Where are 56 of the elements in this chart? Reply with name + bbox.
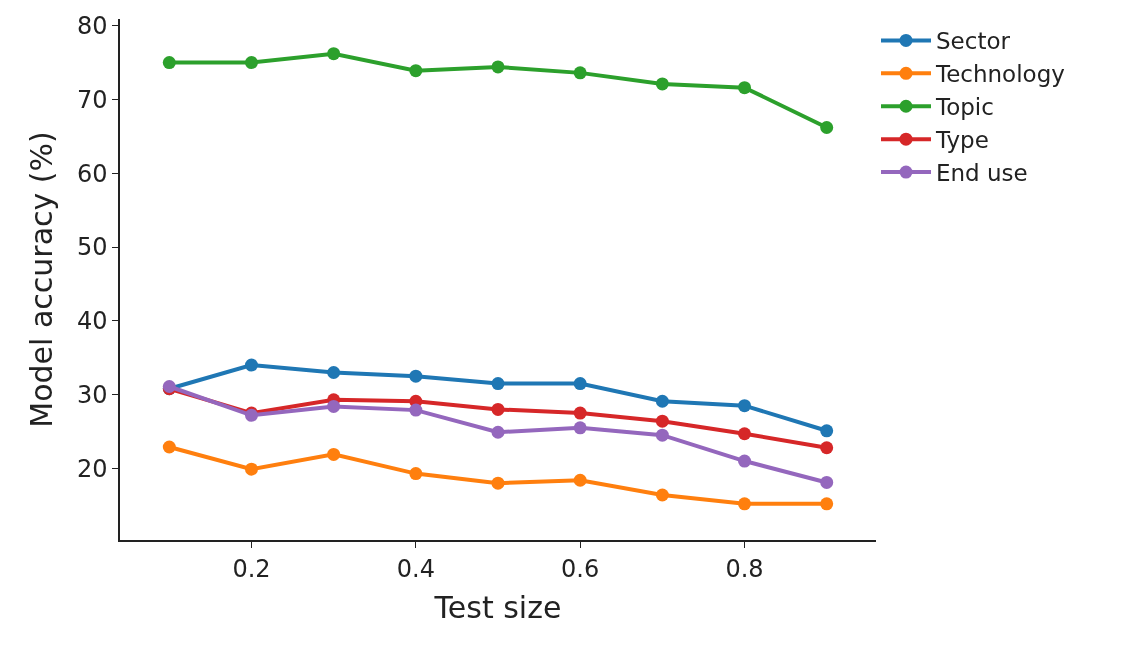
y-tick-label: 50 xyxy=(76,233,108,262)
point xyxy=(655,488,669,502)
legend-label: End use xyxy=(936,160,1028,187)
point xyxy=(491,60,505,74)
legend-label: Technology xyxy=(935,61,1065,88)
point xyxy=(738,81,752,95)
y-tick-label: 70 xyxy=(76,85,108,114)
point xyxy=(655,428,669,442)
point xyxy=(573,406,587,420)
point xyxy=(655,414,669,428)
point xyxy=(820,497,834,511)
point xyxy=(244,56,258,70)
point xyxy=(738,454,752,468)
point xyxy=(409,467,423,481)
point xyxy=(162,440,176,454)
point xyxy=(738,427,752,441)
y-tick-label: 30 xyxy=(76,381,108,410)
point xyxy=(573,66,587,80)
point xyxy=(162,56,176,70)
y-tick-label: 60 xyxy=(76,159,108,188)
y-tick-label: 40 xyxy=(76,307,108,336)
point xyxy=(820,441,834,455)
point xyxy=(409,64,423,78)
legend-label: Sector xyxy=(936,28,1011,55)
point xyxy=(327,365,341,379)
point xyxy=(820,424,834,438)
point xyxy=(244,358,258,372)
point xyxy=(655,77,669,91)
point xyxy=(573,473,587,487)
point xyxy=(655,394,669,408)
point xyxy=(327,47,341,61)
x-tick-label: 0.4 xyxy=(396,554,435,583)
point xyxy=(409,403,423,417)
point xyxy=(409,369,423,383)
point xyxy=(327,399,341,413)
x-tick-label: 0.2 xyxy=(232,554,271,583)
point xyxy=(820,120,834,134)
y-tick-label: 20 xyxy=(76,454,108,483)
point xyxy=(491,425,505,439)
x-tick-label: 0.8 xyxy=(725,554,764,583)
point xyxy=(327,447,341,461)
point xyxy=(491,402,505,416)
point xyxy=(573,377,587,391)
x-tick-label: 0.6 xyxy=(561,554,600,583)
point xyxy=(244,462,258,476)
legend-label: Topic xyxy=(935,94,994,121)
point xyxy=(820,475,834,489)
point xyxy=(738,399,752,413)
point xyxy=(738,497,752,511)
x-axis-title: Test size xyxy=(433,589,562,625)
point xyxy=(491,377,505,391)
point xyxy=(491,476,505,490)
point xyxy=(573,421,587,435)
y-tick-label: 80 xyxy=(76,12,108,41)
legend-label: Type xyxy=(935,127,989,154)
y-axis-title: Model accuracy (%) xyxy=(24,131,60,428)
